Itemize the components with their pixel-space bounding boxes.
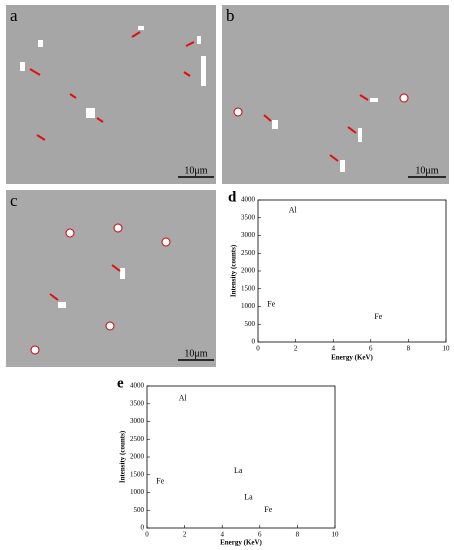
y-axis-label: Intensity (counts) [230,244,238,297]
scale-bar-label: 10μm [415,165,438,176]
x-tick-label: 8 [407,345,411,353]
arrows [263,94,369,162]
y-tick-label: 4000 [241,196,256,204]
y-tick-label: 0 [141,524,145,532]
x-axis-label: Energy (KeV) [331,354,373,362]
x-tick-label: 4 [220,531,224,539]
y-tick-label: 3500 [130,399,145,407]
particle [358,128,362,142]
particle [38,40,43,47]
panel-label: e [117,375,124,391]
arrows [49,264,121,301]
scale-bar-label: 10μm [184,348,207,359]
peak-label: Fe [374,312,382,321]
x-axis-label: Energy (KeV) [220,539,262,547]
y-tick-label: 500 [245,320,256,328]
x-tick-label: 10 [332,531,340,539]
particle [86,108,95,118]
scale-bar-label: 10μm [184,165,207,176]
plot-frame [257,199,447,343]
y-tick-label: 3000 [130,417,145,425]
x-tick-label: 2 [294,345,298,353]
y-tick-label: 3000 [241,231,256,239]
arrows [29,31,195,141]
marker [399,93,409,103]
marker [113,223,123,233]
x-tick-label: 6 [258,531,262,539]
peak-label: Al [179,393,188,402]
plot-frame [146,385,336,529]
panel-label: c [10,191,18,210]
y-tick-label: 1000 [130,488,145,496]
marker [30,345,40,355]
marker [65,228,75,238]
y-tick-label: 2000 [241,267,256,275]
peak-label: Fe [267,300,275,309]
x-tick-label: 4 [331,345,335,353]
y-tick-label: 1000 [241,302,256,310]
x-tick-label: 0 [145,531,149,539]
particle [120,268,125,279]
x-tick-label: 0 [256,345,260,353]
particle [201,56,206,86]
micrograph-image [222,5,449,184]
x-tick-label: 8 [296,531,300,539]
y-tick-label: 3500 [241,213,256,221]
particle [138,26,144,30]
micrograph: c 10μm [6,190,216,367]
y-tick-label: 4000 [130,382,145,390]
particle [272,120,278,129]
y-tick-label: 2500 [241,249,256,257]
y-tick-label: 1500 [130,470,145,478]
marker [105,321,115,331]
y-tick-label: 2500 [130,435,145,443]
y-tick-label: 1500 [241,284,256,292]
particle [20,62,25,71]
peak-label: Fe [156,477,164,486]
panel-label: a [10,6,18,25]
y-axis-label: Intensity (counts) [119,430,127,483]
peak-label: Fe [264,505,272,514]
x-tick-label: 10 [443,345,451,353]
peak-label: La [244,493,253,502]
particle [58,302,66,308]
peak-label: La [234,466,243,475]
x-tick-label: 6 [369,345,373,353]
y-tick-label: 0 [252,338,256,346]
panel-label: b [226,6,235,25]
panel-label: d [228,189,237,205]
micrograph: a 10μm [6,5,216,184]
micrograph-image [6,190,216,367]
micrograph: b 10μm [222,5,449,184]
peak-label: Al [289,205,298,214]
marker [233,107,243,117]
particle [370,98,378,102]
particle [197,36,201,44]
particle [340,160,345,172]
y-tick-label: 500 [134,506,145,514]
marker [161,237,171,247]
y-tick-label: 2000 [130,453,145,461]
micrograph-image [6,5,216,184]
x-tick-label: 2 [183,531,187,539]
